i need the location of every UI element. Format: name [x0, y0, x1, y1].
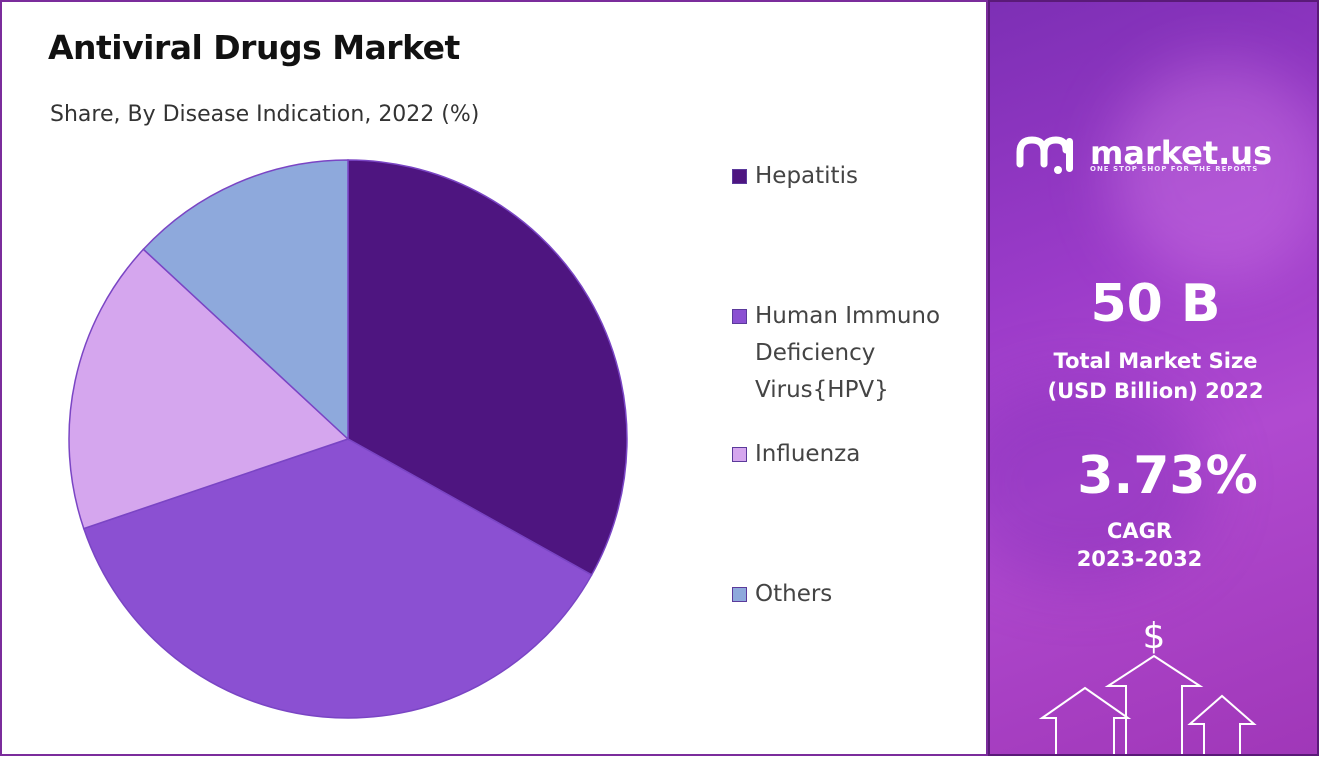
- market-size-label: Total Market Size: [1053, 349, 1258, 373]
- legend-label: Others: [755, 581, 833, 607]
- legend-swatch: [732, 587, 747, 602]
- brand-name: market.us: [1090, 134, 1273, 172]
- background-glow: [990, 382, 1210, 582]
- cagr-period: 2023-2032: [1076, 547, 1203, 571]
- cagr-label: CAGR: [1106, 519, 1173, 543]
- chart-title: Antiviral Drugs Market: [48, 28, 460, 67]
- legend-swatch: [732, 447, 747, 462]
- legend-item-influenza: Influenza: [732, 440, 970, 473]
- cagr-value: 3.73%: [1077, 446, 1258, 506]
- market-us-logo-icon: [1016, 136, 1073, 174]
- legend-item-hepatitis: Hepatitis: [732, 162, 970, 195]
- summary-panel: market.us ONE STOP SHOP FOR THE REPORTS …: [988, 0, 1319, 756]
- market-size-label-unit: (USD Billion) 2022: [1047, 379, 1264, 403]
- dollar-symbol: $: [1143, 616, 1166, 657]
- chart-subtitle: Share, By Disease Indication, 2022 (%): [50, 102, 480, 127]
- market-size-value: 50 B: [1090, 274, 1221, 334]
- legend-item-others: Others: [732, 580, 970, 613]
- pie-slice-human: [82, 438, 593, 719]
- legend-swatch: [732, 169, 747, 184]
- legend-item-hiv: Human Immuno Deficiency Virus{HPV}: [732, 302, 970, 409]
- chart-panel: Antiviral Drugs Market Share, By Disease…: [0, 0, 988, 756]
- pie-slice-hepatitis: [347, 159, 628, 576]
- brand-tagline: ONE STOP SHOP FOR THE REPORTS: [1090, 165, 1259, 173]
- growth-arrows-icon: $: [1038, 616, 1257, 754]
- legend-label: Human Immuno Deficiency Virus{HPV}: [755, 303, 941, 403]
- pie-slice-influenza: [68, 248, 350, 530]
- pie-chart: [68, 159, 628, 719]
- pie-slice-others: [142, 159, 349, 441]
- legend-label: Hepatitis: [755, 163, 858, 189]
- legend-label: Influenza: [755, 441, 861, 467]
- legend-swatch: [732, 309, 747, 324]
- background-glow: [1110, 62, 1317, 282]
- brand-logo: market.us: [1014, 130, 1272, 176]
